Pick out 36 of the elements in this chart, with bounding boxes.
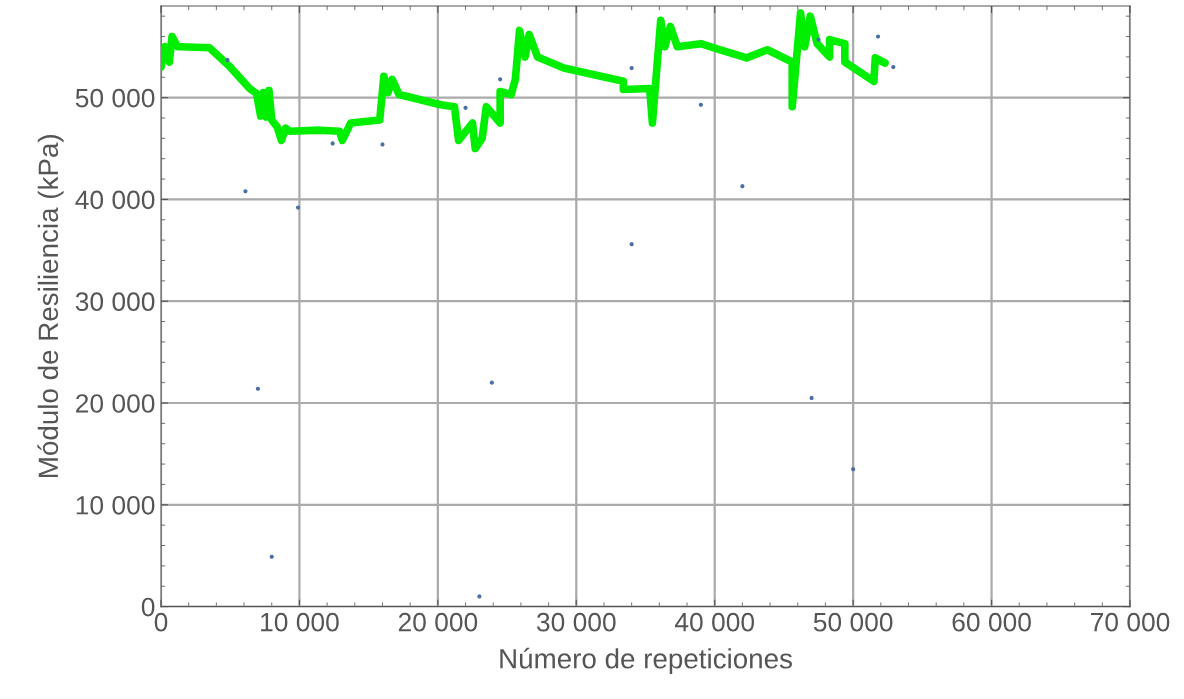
x-tick-label: 50 000	[813, 612, 893, 632]
point	[891, 64, 896, 70]
point	[255, 386, 260, 391]
point	[816, 37, 821, 42]
point	[740, 184, 745, 189]
y-tick-label: 40 000	[75, 190, 155, 210]
point	[477, 594, 482, 599]
point	[851, 467, 856, 472]
x-tick-label: 0	[154, 612, 168, 632]
y-tick-label: 30 000	[75, 292, 155, 312]
point	[225, 57, 230, 63]
x-tick-label: 30 000	[536, 612, 616, 632]
y-tick-label: 20 000	[76, 394, 155, 413]
point	[489, 380, 494, 385]
point	[463, 105, 468, 110]
y-tick-label: 0	[141, 597, 155, 617]
point	[498, 77, 503, 82]
point	[809, 395, 814, 401]
point	[380, 142, 385, 147]
point	[269, 554, 274, 559]
x-tick-label: 40 000	[674, 612, 755, 632]
y-tick-label: 50 000	[75, 88, 155, 108]
x-tick-label: 20 000	[398, 612, 478, 632]
x-tick-label: 60 000	[952, 612, 1031, 632]
point	[698, 102, 703, 107]
point	[629, 66, 634, 71]
x-tick-label: 70 000	[1091, 612, 1170, 632]
x-tick-label: 10 000	[261, 612, 339, 632]
y-axis-title: Módulo de Resiliencia (kPa)	[37, 135, 64, 477]
y-tick-label: 10 000	[76, 495, 155, 515]
point	[629, 242, 634, 247]
x-axis-title: Número de repeticiones	[500, 647, 792, 675]
point	[330, 141, 335, 146]
point	[243, 189, 248, 194]
point	[875, 34, 881, 39]
point	[295, 205, 301, 210]
